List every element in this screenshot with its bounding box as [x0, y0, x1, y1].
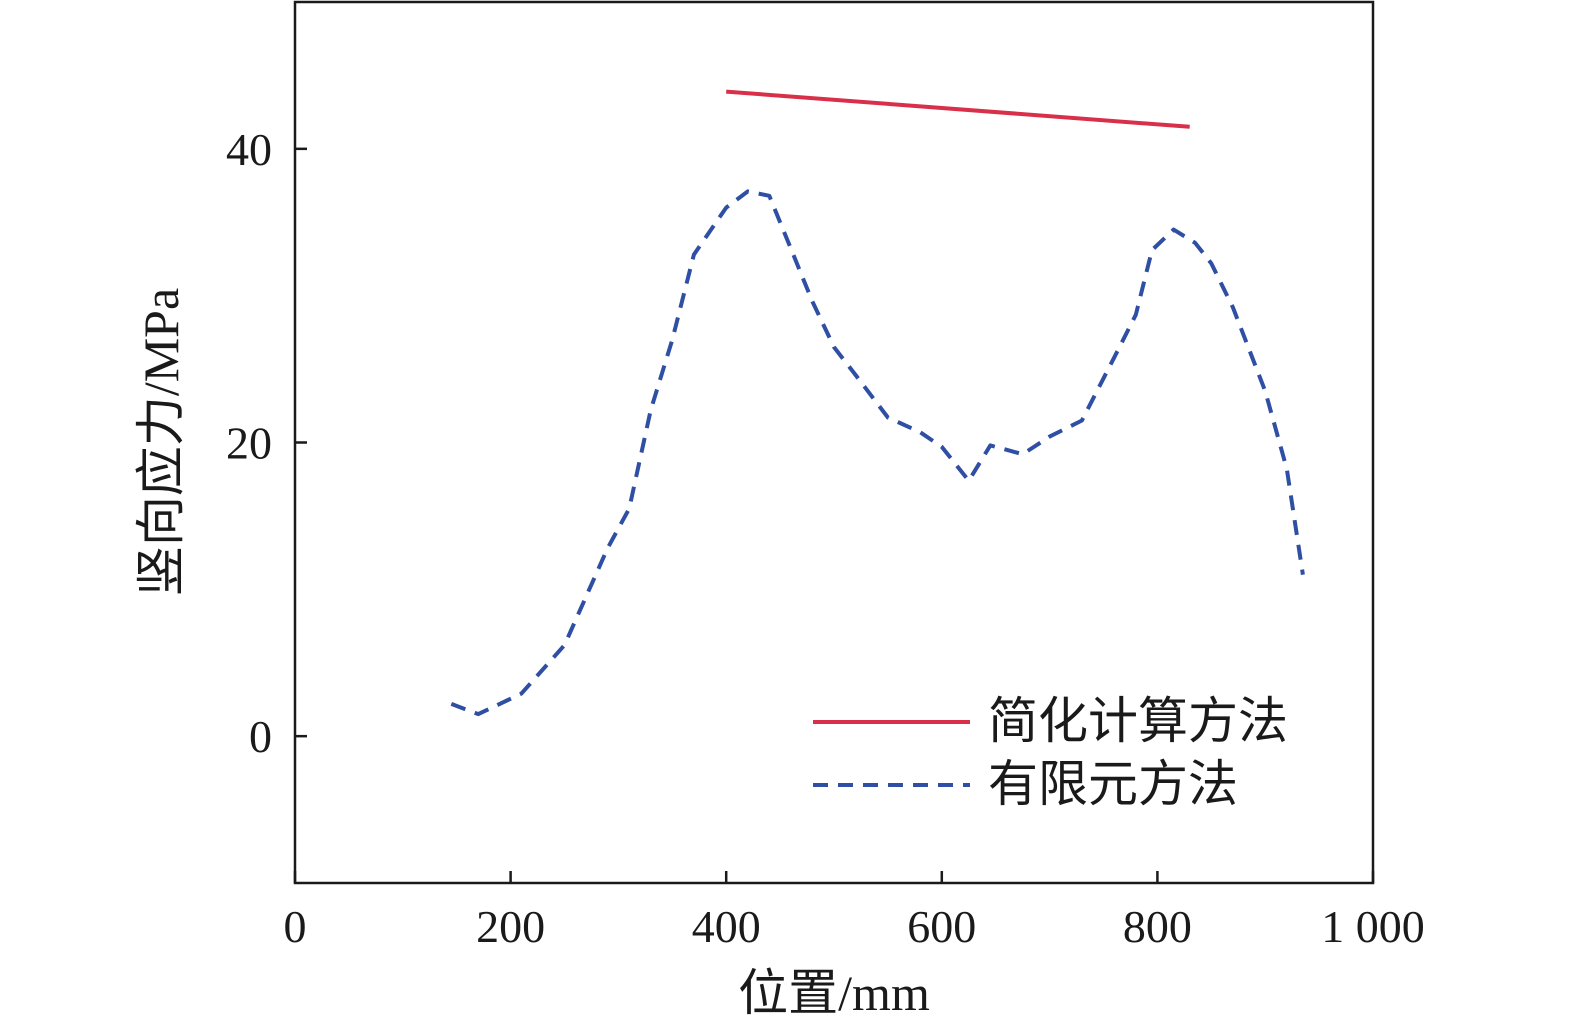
x-tick-label: 0 [284, 901, 307, 952]
legend-label-simplified: 简化计算方法 [988, 693, 1288, 749]
series-line-fem [450, 189, 1305, 717]
x-axis-ticks: 0 200 400 600 800 1 000 [284, 871, 1425, 952]
x-tick-label: 600 [907, 901, 976, 952]
plot-area-frame [293, 0, 1375, 885]
x-axis-title: 位置/mm [738, 965, 930, 1021]
y-tick-label: 0 [249, 711, 272, 762]
y-axis-ticks: 0 20 40 [226, 124, 307, 762]
y-axis-title: 竖向应力/MPa [133, 288, 189, 596]
x-tick-label: 200 [476, 901, 545, 952]
legend: 简化计算方法 有限元方法 [813, 693, 1288, 812]
series-layer [450, 89, 1305, 717]
legend-label-fem: 有限元方法 [988, 756, 1238, 812]
y-tick-label: 20 [226, 418, 272, 469]
x-tick-label: 800 [1123, 901, 1192, 952]
x-tick-label: 1 000 [1321, 901, 1425, 952]
x-tick-label: 400 [692, 901, 761, 952]
y-tick-label: 40 [226, 124, 272, 175]
series-line-simplified [726, 89, 1190, 129]
